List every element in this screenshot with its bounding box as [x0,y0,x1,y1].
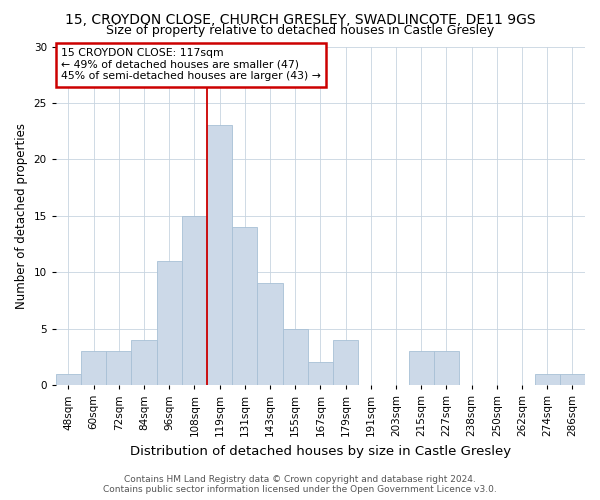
Bar [106,351,131,385]
Bar [333,340,358,385]
Text: Size of property relative to detached houses in Castle Gresley: Size of property relative to detached ho… [106,24,494,37]
Text: Contains HM Land Registry data © Crown copyright and database right 2024.
Contai: Contains HM Land Registry data © Crown c… [103,474,497,494]
Bar [409,351,434,385]
Bar [308,362,333,385]
Text: 15, CROYDON CLOSE, CHURCH GRESLEY, SWADLINCOTE, DE11 9GS: 15, CROYDON CLOSE, CHURCH GRESLEY, SWADL… [65,12,535,26]
Bar [56,374,81,385]
Bar [283,328,308,385]
X-axis label: Distribution of detached houses by size in Castle Gresley: Distribution of detached houses by size … [130,444,511,458]
Bar [81,351,106,385]
Bar [182,216,207,385]
Bar [434,351,459,385]
Y-axis label: Number of detached properties: Number of detached properties [15,123,28,309]
Bar [157,261,182,385]
Bar [207,126,232,385]
Bar [560,374,585,385]
Bar [535,374,560,385]
Bar [257,284,283,385]
Bar [131,340,157,385]
Text: 15 CROYDON CLOSE: 117sqm
← 49% of detached houses are smaller (47)
45% of semi-d: 15 CROYDON CLOSE: 117sqm ← 49% of detach… [61,48,321,82]
Bar [232,227,257,385]
